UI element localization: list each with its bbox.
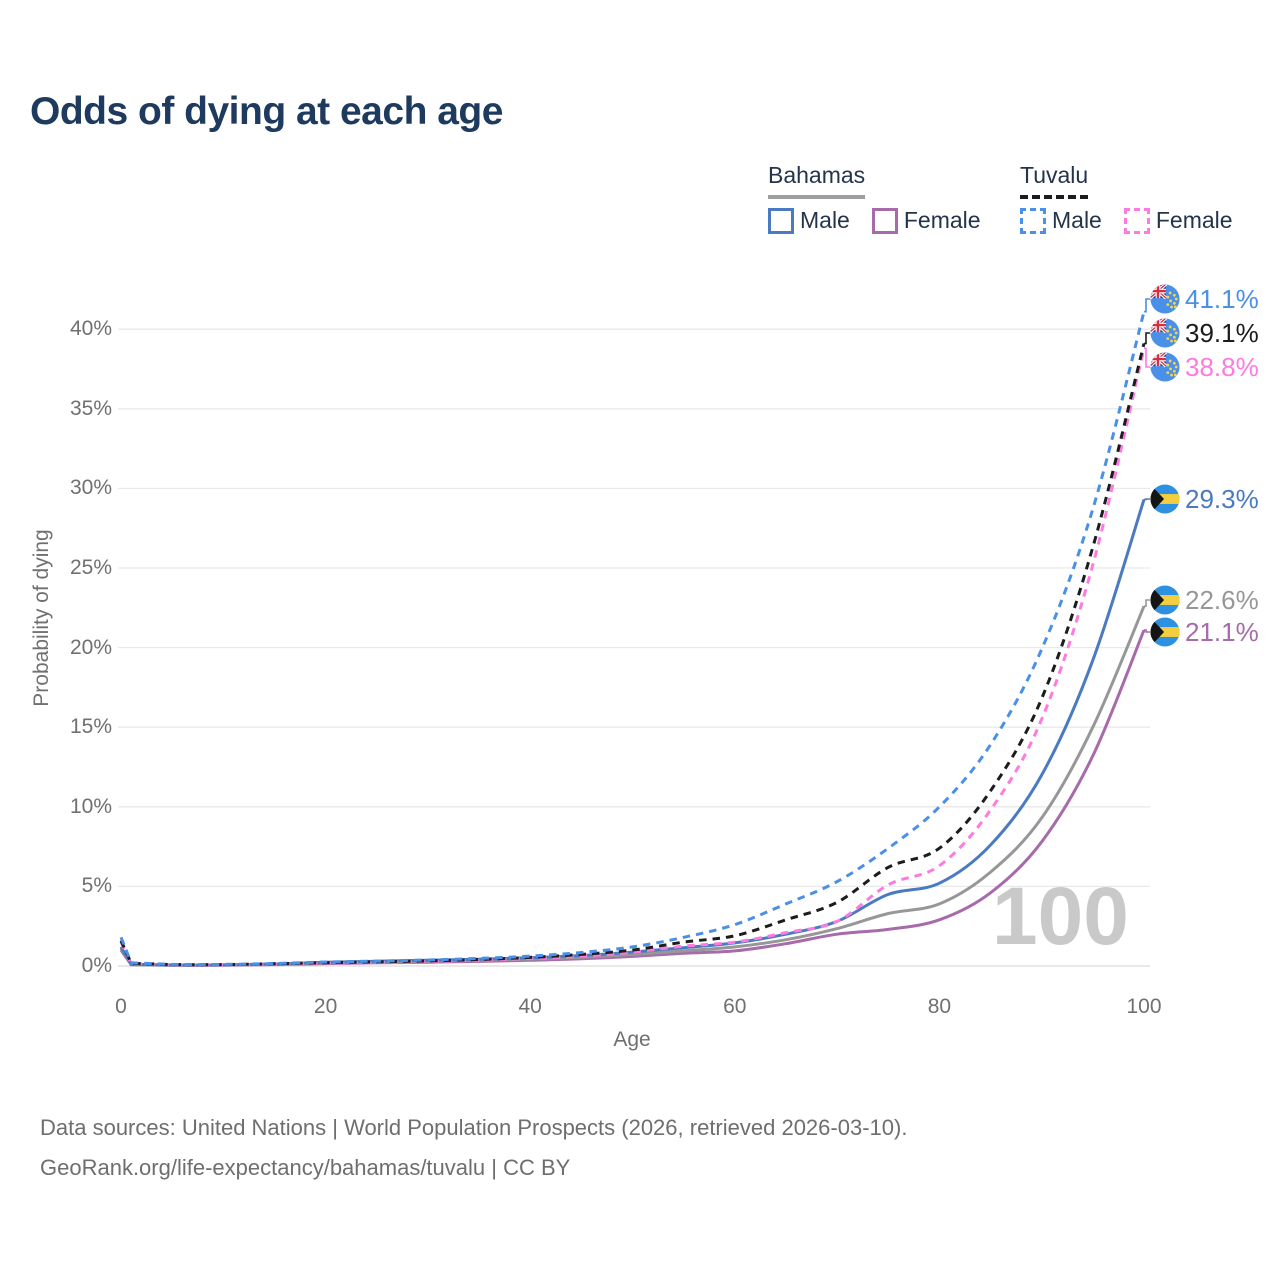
y-tick-label: 0%: [81, 954, 112, 977]
x-tick-label: 20: [313, 995, 338, 1018]
x-tick-label: 80: [927, 995, 952, 1018]
tuvalu-flag-icon: [1150, 318, 1180, 348]
legend-group-tuvalu: Tuvalu Male Female: [1020, 162, 1233, 234]
legend-item-tuvalu-female[interactable]: Female: [1123, 207, 1233, 234]
y-tick-label: 10%: [69, 794, 112, 818]
end-label-bahamas-female[interactable]: 21.1%: [1150, 616, 1259, 648]
legend-item-tuvalu-male[interactable]: Male: [1020, 207, 1102, 234]
y-tick-label: 40%: [69, 317, 112, 341]
legend-group-bahamas: Bahamas Male Female: [768, 162, 981, 234]
tuvalu-flag-icon: [1150, 284, 1180, 314]
legend-item-bahamas-male[interactable]: Male: [768, 207, 850, 234]
x-tick-label: 100: [1126, 995, 1162, 1018]
end-label-tuvalu-total[interactable]: 39.1%: [1150, 317, 1259, 349]
end-value: 29.3%: [1185, 483, 1259, 514]
data-sources: Data sources: United Nations | World Pop…: [40, 1108, 907, 1188]
legend-label: Female: [1155, 207, 1233, 233]
legend-country-tuvalu[interactable]: Tuvalu: [1020, 162, 1089, 199]
end-value: 22.6%: [1185, 584, 1259, 615]
page-title: Odds of dying at each age: [30, 90, 503, 133]
legend-label: Female: [903, 207, 981, 233]
y-tick-label: 15%: [69, 715, 112, 739]
source-line-2: GeoRank.org/life-expectancy/bahamas/tuva…: [40, 1155, 571, 1180]
bahamas-male-swatch-icon: [768, 207, 794, 234]
legend-country-bahamas[interactable]: Bahamas: [768, 162, 866, 199]
legend-label: Male: [800, 207, 850, 233]
age-watermark: 100: [992, 871, 1129, 962]
x-tick-label: 0: [115, 995, 127, 1018]
tuvalu-male-swatch-icon: [1020, 207, 1046, 234]
end-value: 41.1%: [1185, 283, 1259, 314]
line-bahamas-male[interactable]: [119, 499, 1146, 967]
legend-label: Male: [1052, 207, 1102, 233]
end-label-bahamas-male[interactable]: 29.3%: [1150, 483, 1259, 515]
end-value: 21.1%: [1185, 616, 1259, 647]
bahamas-flag-icon: [1150, 585, 1180, 615]
bahamas-flag-icon: [1150, 617, 1180, 647]
source-line-1: Data sources: United Nations | World Pop…: [40, 1115, 908, 1140]
line-tuvalu-male[interactable]: [119, 311, 1146, 967]
y-tick-label: 5%: [81, 874, 112, 898]
y-tick-label: 35%: [69, 396, 112, 420]
end-label-tuvalu-female[interactable]: 38.8%: [1150, 351, 1259, 383]
line-bahamas-female[interactable]: [119, 629, 1146, 967]
x-axis-title: Age: [613, 1028, 651, 1051]
bahamas-flag-icon: [1150, 484, 1180, 514]
end-value: 38.8%: [1185, 351, 1259, 382]
end-label-tuvalu-male[interactable]: 41.1%: [1150, 283, 1259, 315]
y-tick-label: 20%: [69, 635, 112, 659]
y-tick-label: 30%: [69, 476, 112, 500]
end-label-bahamas-total[interactable]: 22.6%: [1150, 584, 1259, 616]
tuvalu-flag-icon: [1150, 352, 1180, 382]
legend-item-bahamas-female[interactable]: Female: [871, 207, 981, 234]
x-tick-label: 40: [518, 995, 542, 1018]
y-tick-label: 25%: [69, 556, 112, 579]
x-tick-label: 60: [723, 995, 747, 1018]
end-value: 39.1%: [1185, 317, 1259, 348]
line-bahamas[interactable]: [119, 605, 1146, 967]
tuvalu-female-swatch-icon: [1123, 207, 1150, 234]
bahamas-female-swatch-icon: [871, 207, 898, 234]
